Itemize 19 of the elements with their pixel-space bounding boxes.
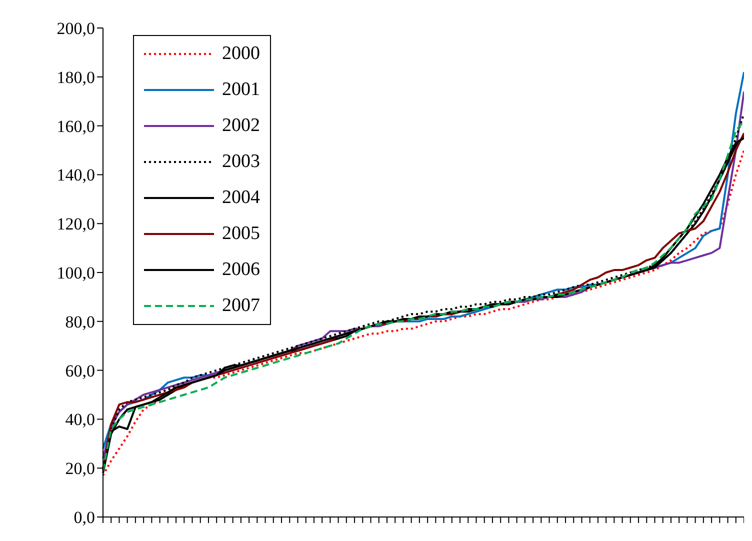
- legend-label: 2002: [222, 115, 260, 137]
- y-tick-label: 120,0: [56, 214, 95, 234]
- y-tick-label: 60,0: [65, 361, 95, 380]
- y-tick-label: 20,0: [65, 459, 95, 478]
- y-tick-label: 40,0: [65, 410, 95, 430]
- legend-label: 2003: [222, 151, 260, 173]
- legend-label: 2001: [222, 79, 260, 101]
- y-tick-label: 80,0: [65, 312, 95, 332]
- y-tick-label: 0,0: [74, 508, 95, 528]
- legend-label: 2000: [222, 43, 260, 65]
- y-tick-label: 200,0: [56, 19, 95, 38]
- y-tick-label: 100,0: [56, 264, 95, 283]
- y-tick-label: 160,0: [56, 116, 95, 136]
- legend-label: 2005: [222, 223, 260, 245]
- y-tick-label: 180,0: [56, 68, 95, 87]
- y-tick-label: 140,0: [56, 166, 95, 185]
- legend-label: 2006: [222, 259, 260, 281]
- legend-label: 2004: [222, 187, 260, 209]
- legend-label: 2007: [222, 295, 260, 317]
